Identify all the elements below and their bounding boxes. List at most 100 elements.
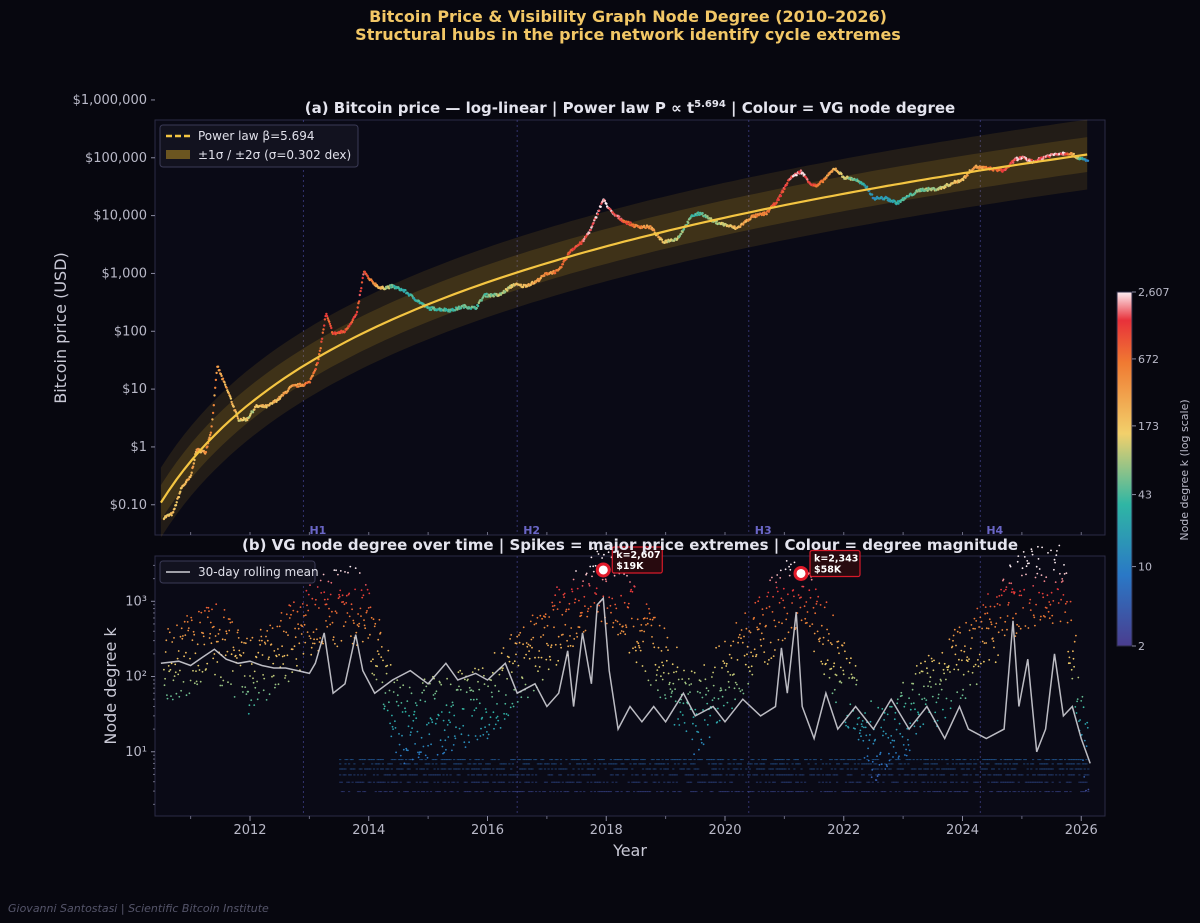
low-degree-point [926, 768, 930, 770]
low-degree-point [508, 774, 511, 776]
low-degree-point [787, 791, 791, 793]
price-point [229, 397, 233, 400]
degree-point [584, 629, 587, 632]
low-degree-point [501, 781, 504, 783]
degree-point [945, 678, 947, 681]
degree-point [451, 701, 454, 704]
low-degree-point [600, 759, 604, 761]
degree-point [442, 719, 445, 722]
low-degree-point [406, 763, 409, 765]
low-degree-point [787, 774, 791, 776]
degree-point [546, 642, 548, 645]
low-degree-point [552, 781, 555, 783]
degree-point [993, 605, 996, 608]
degree-point [631, 590, 634, 593]
low-degree-point [371, 763, 374, 765]
degree-point [1047, 552, 1049, 554]
degree-point [187, 627, 190, 629]
low-degree-point [584, 774, 588, 776]
legend-band-swatch [166, 150, 190, 159]
degree-point [223, 616, 225, 619]
low-degree-point [955, 763, 958, 765]
low-degree-point [805, 791, 808, 793]
degree-point [417, 756, 420, 759]
degree-point [569, 635, 571, 637]
low-degree-point [964, 774, 967, 776]
degree-point [1000, 588, 1002, 591]
low-degree-point [894, 781, 897, 783]
degree-point [738, 687, 741, 690]
low-degree-point [415, 763, 418, 765]
low-degree-point [643, 791, 646, 793]
low-degree-point [456, 768, 459, 770]
low-degree-point [388, 763, 392, 765]
price-point [323, 324, 326, 327]
low-degree-point [734, 768, 737, 770]
low-degree-point [820, 791, 823, 793]
degree-point [199, 680, 202, 683]
low-degree-point [720, 774, 723, 776]
low-degree-point [926, 791, 930, 793]
degree-point [790, 626, 793, 629]
low-degree-point [786, 763, 789, 765]
price-point [346, 327, 349, 330]
low-degree-point [998, 791, 1001, 793]
low-degree-point [390, 781, 393, 783]
low-degree-point [782, 774, 785, 776]
low-degree-point [640, 791, 643, 793]
degree-point [553, 626, 555, 629]
low-degree-point [816, 774, 819, 776]
low-degree-point [481, 781, 484, 783]
low-degree-point [777, 768, 780, 770]
low-degree-point [527, 759, 531, 761]
low-degree-point [497, 759, 500, 761]
low-degree-point [693, 768, 696, 770]
degree-point [455, 726, 457, 729]
low-degree-point [734, 759, 737, 761]
low-degree-point [449, 759, 452, 761]
degree-point [353, 622, 355, 624]
degree-point [763, 651, 766, 653]
panel-a-ylabel: Bitcoin price (USD) [51, 252, 70, 404]
degree-point [571, 590, 574, 593]
low-degree-point [438, 774, 441, 776]
degree-point [732, 640, 735, 643]
degree-point [967, 670, 970, 673]
degree-point [208, 637, 211, 639]
low-degree-point [736, 768, 739, 770]
degree-point [552, 608, 555, 611]
low-degree-point [828, 781, 832, 783]
low-degree-point [641, 759, 645, 761]
low-degree-point [502, 763, 506, 765]
price-point [355, 310, 359, 314]
low-degree-point [677, 759, 680, 761]
degree-point [1039, 618, 1042, 621]
degree-point [377, 638, 380, 641]
low-degree-point [787, 781, 791, 783]
low-degree-point [387, 781, 390, 783]
low-degree-point [795, 791, 798, 793]
degree-point [1032, 585, 1035, 587]
degree-point [343, 603, 346, 606]
degree-point [1007, 604, 1010, 606]
degree-point [598, 604, 600, 607]
price-point [318, 353, 321, 356]
low-degree-point [836, 759, 839, 761]
low-degree-point [688, 759, 691, 761]
low-degree-point [625, 768, 628, 770]
low-degree-point [620, 791, 623, 793]
degree-point [635, 649, 637, 652]
low-degree-point [1058, 759, 1061, 761]
degree-point [645, 624, 647, 626]
degree-point [444, 739, 447, 742]
price-point [599, 205, 602, 208]
low-degree-point [1005, 774, 1008, 776]
low-degree-point [497, 781, 500, 783]
degree-point [985, 627, 988, 630]
degree-point [605, 622, 608, 625]
low-degree-point [1010, 781, 1013, 783]
degree-point [251, 636, 254, 639]
degree-point [506, 677, 508, 680]
price-point [361, 276, 364, 280]
low-degree-point [499, 768, 502, 770]
